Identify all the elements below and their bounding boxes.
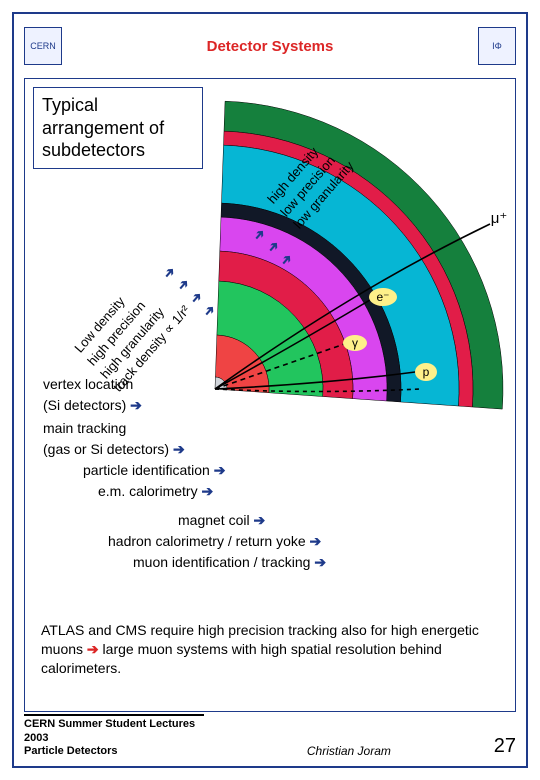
arrow-icon: ➔ bbox=[314, 554, 326, 570]
callout-tracking: main tracking (gas or Si detectors) ➔ bbox=[43, 418, 497, 460]
footer-line2: Particle Detectors bbox=[24, 745, 118, 757]
callout-text: vertex location bbox=[43, 376, 133, 392]
callout-text: magnet coil bbox=[178, 512, 250, 528]
page-title: Detector Systems bbox=[207, 38, 334, 55]
layer-callouts: vertex location (Si detectors) ➔ main tr… bbox=[43, 374, 497, 573]
page-number: 27 bbox=[494, 735, 516, 758]
callout-ecal: e.m. calorimetry ➔ bbox=[98, 481, 497, 502]
callout-text: hadron calorimetry / return yoke bbox=[108, 533, 306, 549]
arrow-icon: ➔ bbox=[253, 512, 265, 528]
footer-left: CERN Summer Student Lectures 2003 Partic… bbox=[24, 714, 204, 758]
callout-hcal: hadron calorimetry / return yoke ➔ bbox=[108, 531, 497, 552]
arrow-icon: ➔ bbox=[201, 483, 213, 499]
note-post: large muon systems with high spatial res… bbox=[41, 641, 442, 676]
arrow-icon: ➔ bbox=[214, 462, 226, 478]
callout-vertex: vertex location (Si detectors) ➔ bbox=[43, 374, 497, 416]
muon-tag: μ⁺ bbox=[487, 209, 511, 227]
institute-logo-icon: IΦ bbox=[478, 27, 516, 65]
callout-text: particle identification bbox=[83, 462, 210, 478]
callout-text: muon identification / tracking bbox=[133, 554, 310, 570]
arrow-icon: ➔ bbox=[87, 641, 99, 657]
callout-text: (Si detectors) bbox=[43, 397, 126, 413]
callout-text: (gas or Si detectors) bbox=[43, 441, 169, 457]
callout-coil: magnet coil ➔ bbox=[178, 510, 497, 531]
footer-line1: CERN Summer Student Lectures 2003 bbox=[24, 718, 195, 743]
bottom-note: ATLAS and CMS require high precision tra… bbox=[41, 621, 499, 678]
arrow-icon: ➔ bbox=[173, 441, 185, 457]
callout-muon: muon identification / tracking ➔ bbox=[133, 552, 497, 573]
callout-pid: particle identification ➔ bbox=[83, 460, 497, 481]
content-box: Typical arrangement of subdetectors high… bbox=[24, 78, 516, 712]
callout-text: main tracking bbox=[43, 420, 126, 436]
diagram-title: Typical arrangement of subdetectors bbox=[33, 87, 203, 169]
electron-tag: e⁻ bbox=[369, 288, 397, 306]
arrow-icon: ➔ bbox=[310, 533, 322, 549]
footer: CERN Summer Student Lectures 2003 Partic… bbox=[24, 714, 516, 758]
cern-logo-icon: CERN bbox=[24, 27, 62, 65]
arrow-icon: ➔ bbox=[130, 397, 142, 413]
page-frame: CERN Detector Systems IΦ Typical arrange… bbox=[12, 12, 528, 768]
photon-tag: γ bbox=[343, 335, 367, 351]
header: CERN Detector Systems IΦ bbox=[24, 24, 516, 68]
footer-author: Christian Joram bbox=[307, 744, 391, 758]
callout-text: e.m. calorimetry bbox=[98, 483, 198, 499]
